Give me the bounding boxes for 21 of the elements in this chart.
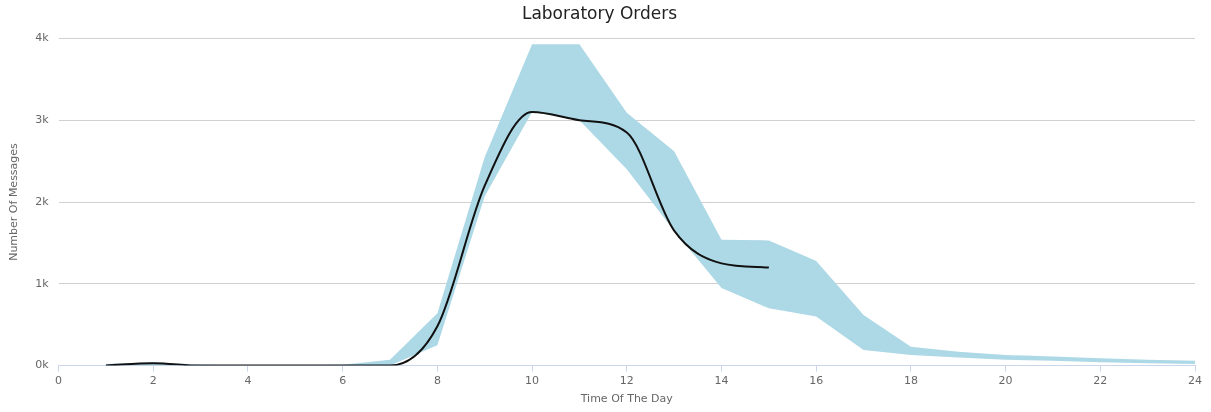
y-tick-label: 3k (35, 113, 50, 127)
x-tick-label: 12 (619, 374, 634, 388)
chart-title: Laboratory Orders (521, 2, 678, 23)
y-tick-label: 0k (35, 358, 50, 372)
y-axis-title: Number Of Messages (7, 142, 21, 261)
y-tick-label: 2k (35, 194, 50, 208)
x-tick-label: 0 (55, 374, 63, 388)
x-tick-label: 14 (714, 374, 729, 388)
y-tick-label: 1k (35, 276, 50, 290)
x-tick-label: 2 (149, 374, 157, 388)
x-tick-label: 10 (525, 374, 540, 388)
x-tick-label: 22 (1093, 374, 1108, 388)
x-tick-label: 20 (998, 374, 1013, 388)
x-tick-label: 8 (433, 374, 441, 388)
x-tick-label: 6 (339, 374, 347, 388)
x-tick-label: 16 (809, 374, 824, 388)
x-axis-title: Time Of The Day (579, 392, 674, 406)
x-tick-label: 4 (244, 374, 252, 388)
y-tick-label: 4k (35, 31, 50, 45)
x-tick-label: 18 (903, 374, 918, 388)
x-tick-label: 24 (1188, 374, 1202, 388)
